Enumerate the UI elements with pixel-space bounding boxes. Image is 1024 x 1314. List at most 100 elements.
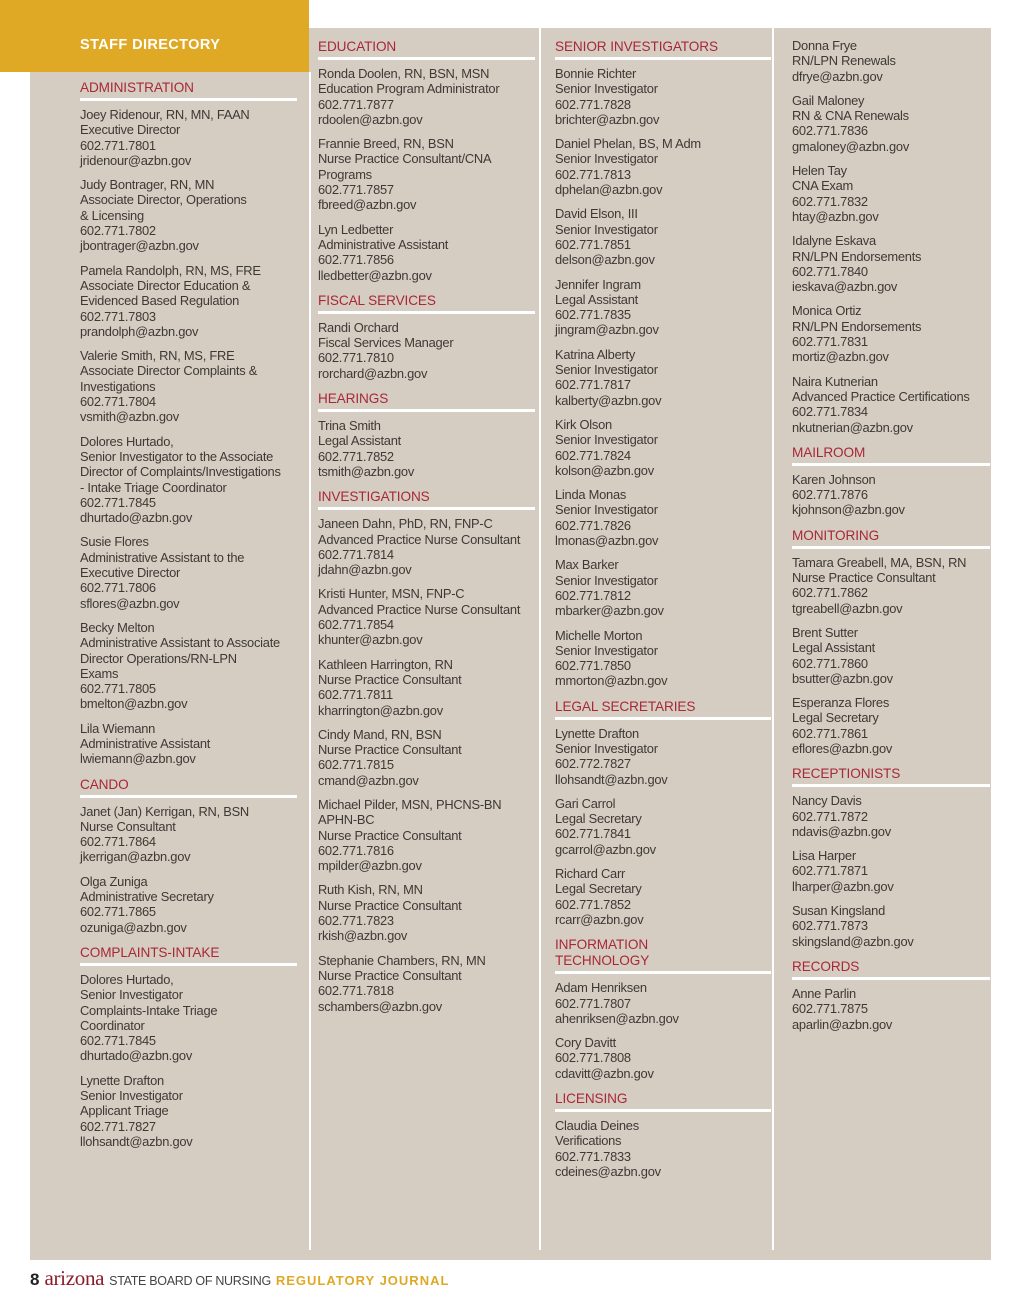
staff-email-link[interactable]: llohsandt@azbn.gov <box>555 771 668 787</box>
staff-title: Senior Investigator <box>555 572 658 588</box>
staff-email-link[interactable]: brichter@azbn.gov <box>555 111 660 127</box>
staff-title: Nurse Practice Consultant <box>318 671 462 687</box>
staff-email-link[interactable]: lharper@azbn.gov <box>792 878 894 894</box>
staff-phone: 602.771.7831 <box>792 334 868 350</box>
staff-email-link[interactable]: vsmith@azbn.gov <box>80 409 179 425</box>
staff-email-link[interactable]: cmand@azbn.gov <box>318 772 419 788</box>
staff-phone: 602.772.7827 <box>555 756 631 772</box>
staff-email-link[interactable]: cdavitt@azbn.gov <box>555 1065 654 1081</box>
staff-phone: 602.771.7864 <box>80 834 156 850</box>
staff-email-link[interactable]: dhurtado@azbn.gov <box>80 510 193 526</box>
staff-email-link[interactable]: kjohnson@azbn.gov <box>792 502 905 518</box>
staff-email-link[interactable]: rkish@azbn.gov <box>318 928 408 944</box>
staff-email-link[interactable]: ozuniga@azbn.gov <box>80 919 187 935</box>
staff-name: Bonnie Richter <box>555 66 637 81</box>
directory-section: ADMINISTRATION Joey Ridenour, RN, MN, FAA… <box>80 80 297 767</box>
staff-name: Pamela Randolph, RN, MS, FRE <box>80 262 261 278</box>
staff-entry: Lyn Ledbetter Administrative Assistant 602… <box>318 222 535 283</box>
staff-email-link[interactable]: dhurtado@azbn.gov <box>80 1048 193 1064</box>
staff-email-link[interactable]: jbontrager@azbn.gov <box>80 238 199 254</box>
staff-entry: Lisa Harper 602.771.7871 lharper@azbn.gov <box>792 848 990 894</box>
staff-email-link[interactable]: llohsandt@azbn.gov <box>80 1133 193 1149</box>
directory-section: RECEPTIONISTS Nancy Davis 602.771.7872 ndav… <box>792 766 990 949</box>
staff-email-link[interactable]: rcarr@azbn.gov <box>555 911 644 927</box>
arizona-logo: arizona <box>44 1266 105 1290</box>
staff-entry: David Elson, III Senior Investigator 602.7… <box>555 206 771 267</box>
staff-email-link[interactable]: dfrye@azbn.gov <box>792 68 883 84</box>
staff-name: Judy Bontrager, RN, MN <box>80 177 215 193</box>
staff-email-link[interactable]: kolson@azbn.gov <box>555 462 654 478</box>
staff-email-link[interactable]: kharrington@azbn.gov <box>318 702 443 718</box>
staff-title: Senior Investigator <box>555 151 658 167</box>
directory-section: MONITORING Tamara Greabell, MA, BSN, RN Nu… <box>792 528 990 757</box>
staff-title: Senior Investigator <box>80 987 183 1003</box>
staff-email-link[interactable]: jkerrigan@azbn.gov <box>80 849 191 865</box>
staff-email-link[interactable]: ahenriksen@azbn.gov <box>555 1010 679 1026</box>
section-heading: MONITORING <box>792 528 990 549</box>
staff-title: Senior Investigator <box>555 502 658 518</box>
staff-email-link[interactable]: bmelton@azbn.gov <box>80 696 188 712</box>
directory-section: COMPLAINTS-INTAKE Dolores Hurtado, Senior … <box>80 945 297 1149</box>
staff-title: - Intake Triage Coordinator <box>80 479 227 495</box>
staff-name: Richard Carr <box>555 866 626 882</box>
staff-email-link[interactable]: kalberty@azbn.gov <box>555 392 662 408</box>
staff-email-link[interactable]: htay@azbn.gov <box>792 208 879 224</box>
staff-email-link[interactable]: jingram@azbn.gov <box>555 322 659 338</box>
staff-email-link[interactable]: prandolph@azbn.gov <box>80 323 199 339</box>
staff-email-link[interactable]: aparlin@azbn.gov <box>792 1016 893 1032</box>
staff-entry: Stephanie Chambers, RN, MN Nurse Practice… <box>318 953 535 1014</box>
staff-email-link[interactable]: eflores@azbn.gov <box>792 740 893 756</box>
staff-title: Executive Director <box>80 565 181 581</box>
staff-name: Michelle Morton <box>555 627 643 643</box>
staff-email-link[interactable]: gmaloney@azbn.gov <box>792 138 910 154</box>
staff-title: Investigations <box>80 378 156 394</box>
staff-email-link[interactable]: lwiemann@azbn.gov <box>80 751 196 767</box>
section-heading: EDUCATION <box>318 39 535 60</box>
section-heading: COMPLAINTS-INTAKE <box>80 945 297 966</box>
staff-email-link[interactable]: tgreabell@azbn.gov <box>792 600 903 616</box>
staff-email-link[interactable]: mpilder@azbn.gov <box>318 858 422 874</box>
staff-email-link[interactable]: skingsland@azbn.gov <box>792 933 914 949</box>
staff-title: Senior Investigator <box>555 432 658 448</box>
staff-email-link[interactable]: lmonas@azbn.gov <box>555 533 659 549</box>
staff-email-link[interactable]: gcarrol@azbn.gov <box>555 841 656 857</box>
staff-email-link[interactable]: ieskava@azbn.gov <box>792 279 898 295</box>
staff-phone: 602.771.7872 <box>792 808 868 824</box>
staff-email-link[interactable]: jridenour@azbn.gov <box>80 152 192 168</box>
staff-email-link[interactable]: nkutnerian@azbn.gov <box>792 419 913 435</box>
staff-email-link[interactable]: lledbetter@azbn.gov <box>318 267 432 283</box>
staff-name: Nancy Davis <box>792 793 862 809</box>
staff-title: Exams <box>80 665 119 681</box>
staff-email-link[interactable]: tsmith@azbn.gov <box>318 463 415 479</box>
staff-email-link[interactable]: mortiz@azbn.gov <box>792 349 889 365</box>
staff-email-link[interactable]: ndavis@azbn.gov <box>792 823 891 839</box>
staff-email-link[interactable]: khunter@azbn.gov <box>318 632 423 648</box>
section-heading: INFORMATION TECHNOLOGY <box>555 937 771 975</box>
staff-email-link[interactable]: delson@azbn.gov <box>555 252 655 268</box>
staff-phone: 602.771.7807 <box>555 995 631 1011</box>
section-heading: RECEPTIONISTS <box>792 766 990 788</box>
staff-name: Claudia Deines <box>555 1118 639 1134</box>
staff-entry: Max Barker Senior Investigator 602.771.781… <box>555 557 771 618</box>
staff-name: Linda Monas <box>555 487 627 503</box>
staff-email-link[interactable]: schambers@azbn.gov <box>318 998 442 1014</box>
staff-entry: Cindy Mand, RN, BSN Nurse Practice Consul… <box>318 727 535 788</box>
staff-email-link[interactable]: mbarker@azbn.gov <box>555 603 664 619</box>
staff-entry: Pamela Randolph, RN, MS, FRE Associate Di… <box>80 263 297 339</box>
staff-email-link[interactable]: rdoolen@azbn.gov <box>318 111 423 127</box>
staff-title: Senior Investigator to the Associate <box>80 448 274 464</box>
staff-email-link[interactable]: cdeines@azbn.gov <box>555 1163 661 1179</box>
staff-email-link[interactable]: bsutter@azbn.gov <box>792 670 893 686</box>
staff-email-link[interactable]: mmorton@azbn.gov <box>555 673 668 689</box>
staff-phone: 602.771.7876 <box>792 487 868 503</box>
staff-name: Kristi Hunter, MSN, FNP-C <box>318 586 465 602</box>
staff-email-link[interactable]: sflores@azbn.gov <box>80 595 180 611</box>
staff-email-link[interactable]: jdahn@azbn.gov <box>318 562 412 578</box>
staff-name: Joey Ridenour, RN, MN, FAAN <box>80 107 250 122</box>
staff-name: Lynette Drafton <box>555 725 639 741</box>
staff-email-link[interactable]: dphelan@azbn.gov <box>555 182 663 198</box>
staff-title: Evidenced Based Regulation <box>80 293 240 309</box>
staff-email-link[interactable]: fbreed@azbn.gov <box>318 197 417 213</box>
staff-email-link[interactable]: rorchard@azbn.gov <box>318 365 428 381</box>
staff-entry: Linda Monas Senior Investigator 602.771.78… <box>555 487 771 548</box>
